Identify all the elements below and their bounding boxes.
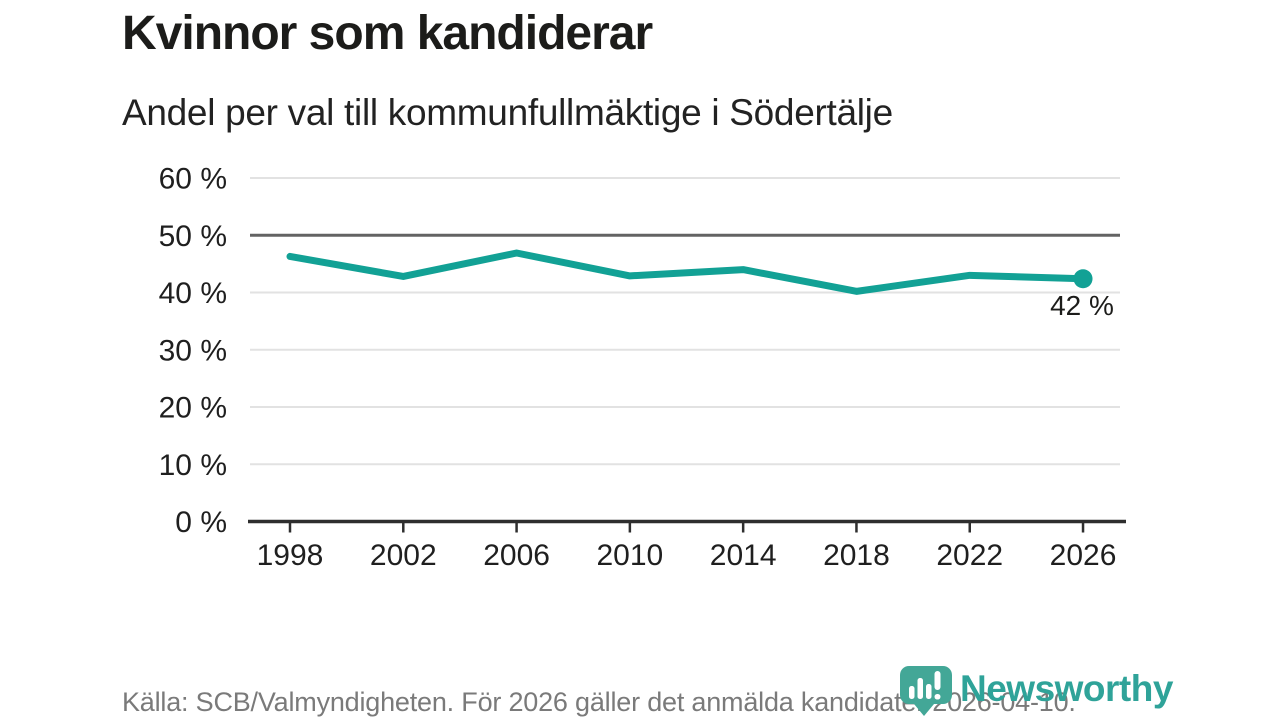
x-tick-label: 2026 [1050, 539, 1117, 572]
x-tick-label: 1998 [257, 539, 324, 572]
y-tick-label: 50 % [159, 220, 227, 253]
end-point-marker [1073, 269, 1093, 289]
page-subtitle: Andel per val till kommunfullmäktige i S… [122, 92, 893, 133]
bar-chart-pin-icon [900, 666, 952, 716]
y-tick-label: 0 % [175, 506, 227, 539]
newsworthy-logo: Newsworthy [898, 664, 1173, 718]
x-tick-label: 2006 [483, 539, 550, 572]
end-value-label: 42 % [1050, 290, 1114, 321]
y-tick-label: 10 % [159, 449, 227, 482]
y-tick-label: 60 % [159, 163, 227, 196]
data-line [286, 249, 1087, 295]
x-tick-label: 2018 [823, 539, 890, 572]
x-tick-label: 2022 [936, 539, 1003, 572]
x-tick-label: 2002 [370, 539, 437, 572]
page-title: Kvinnor som kandiderar [122, 7, 653, 60]
x-tick-label: 2014 [710, 539, 777, 572]
y-tick-label: 40 % [159, 277, 227, 310]
brand-wordmark: Newsworthy [960, 668, 1173, 709]
y-tick-label: 30 % [159, 334, 227, 367]
x-tick-label: 2010 [596, 539, 663, 572]
y-tick-label: 20 % [159, 392, 227, 425]
